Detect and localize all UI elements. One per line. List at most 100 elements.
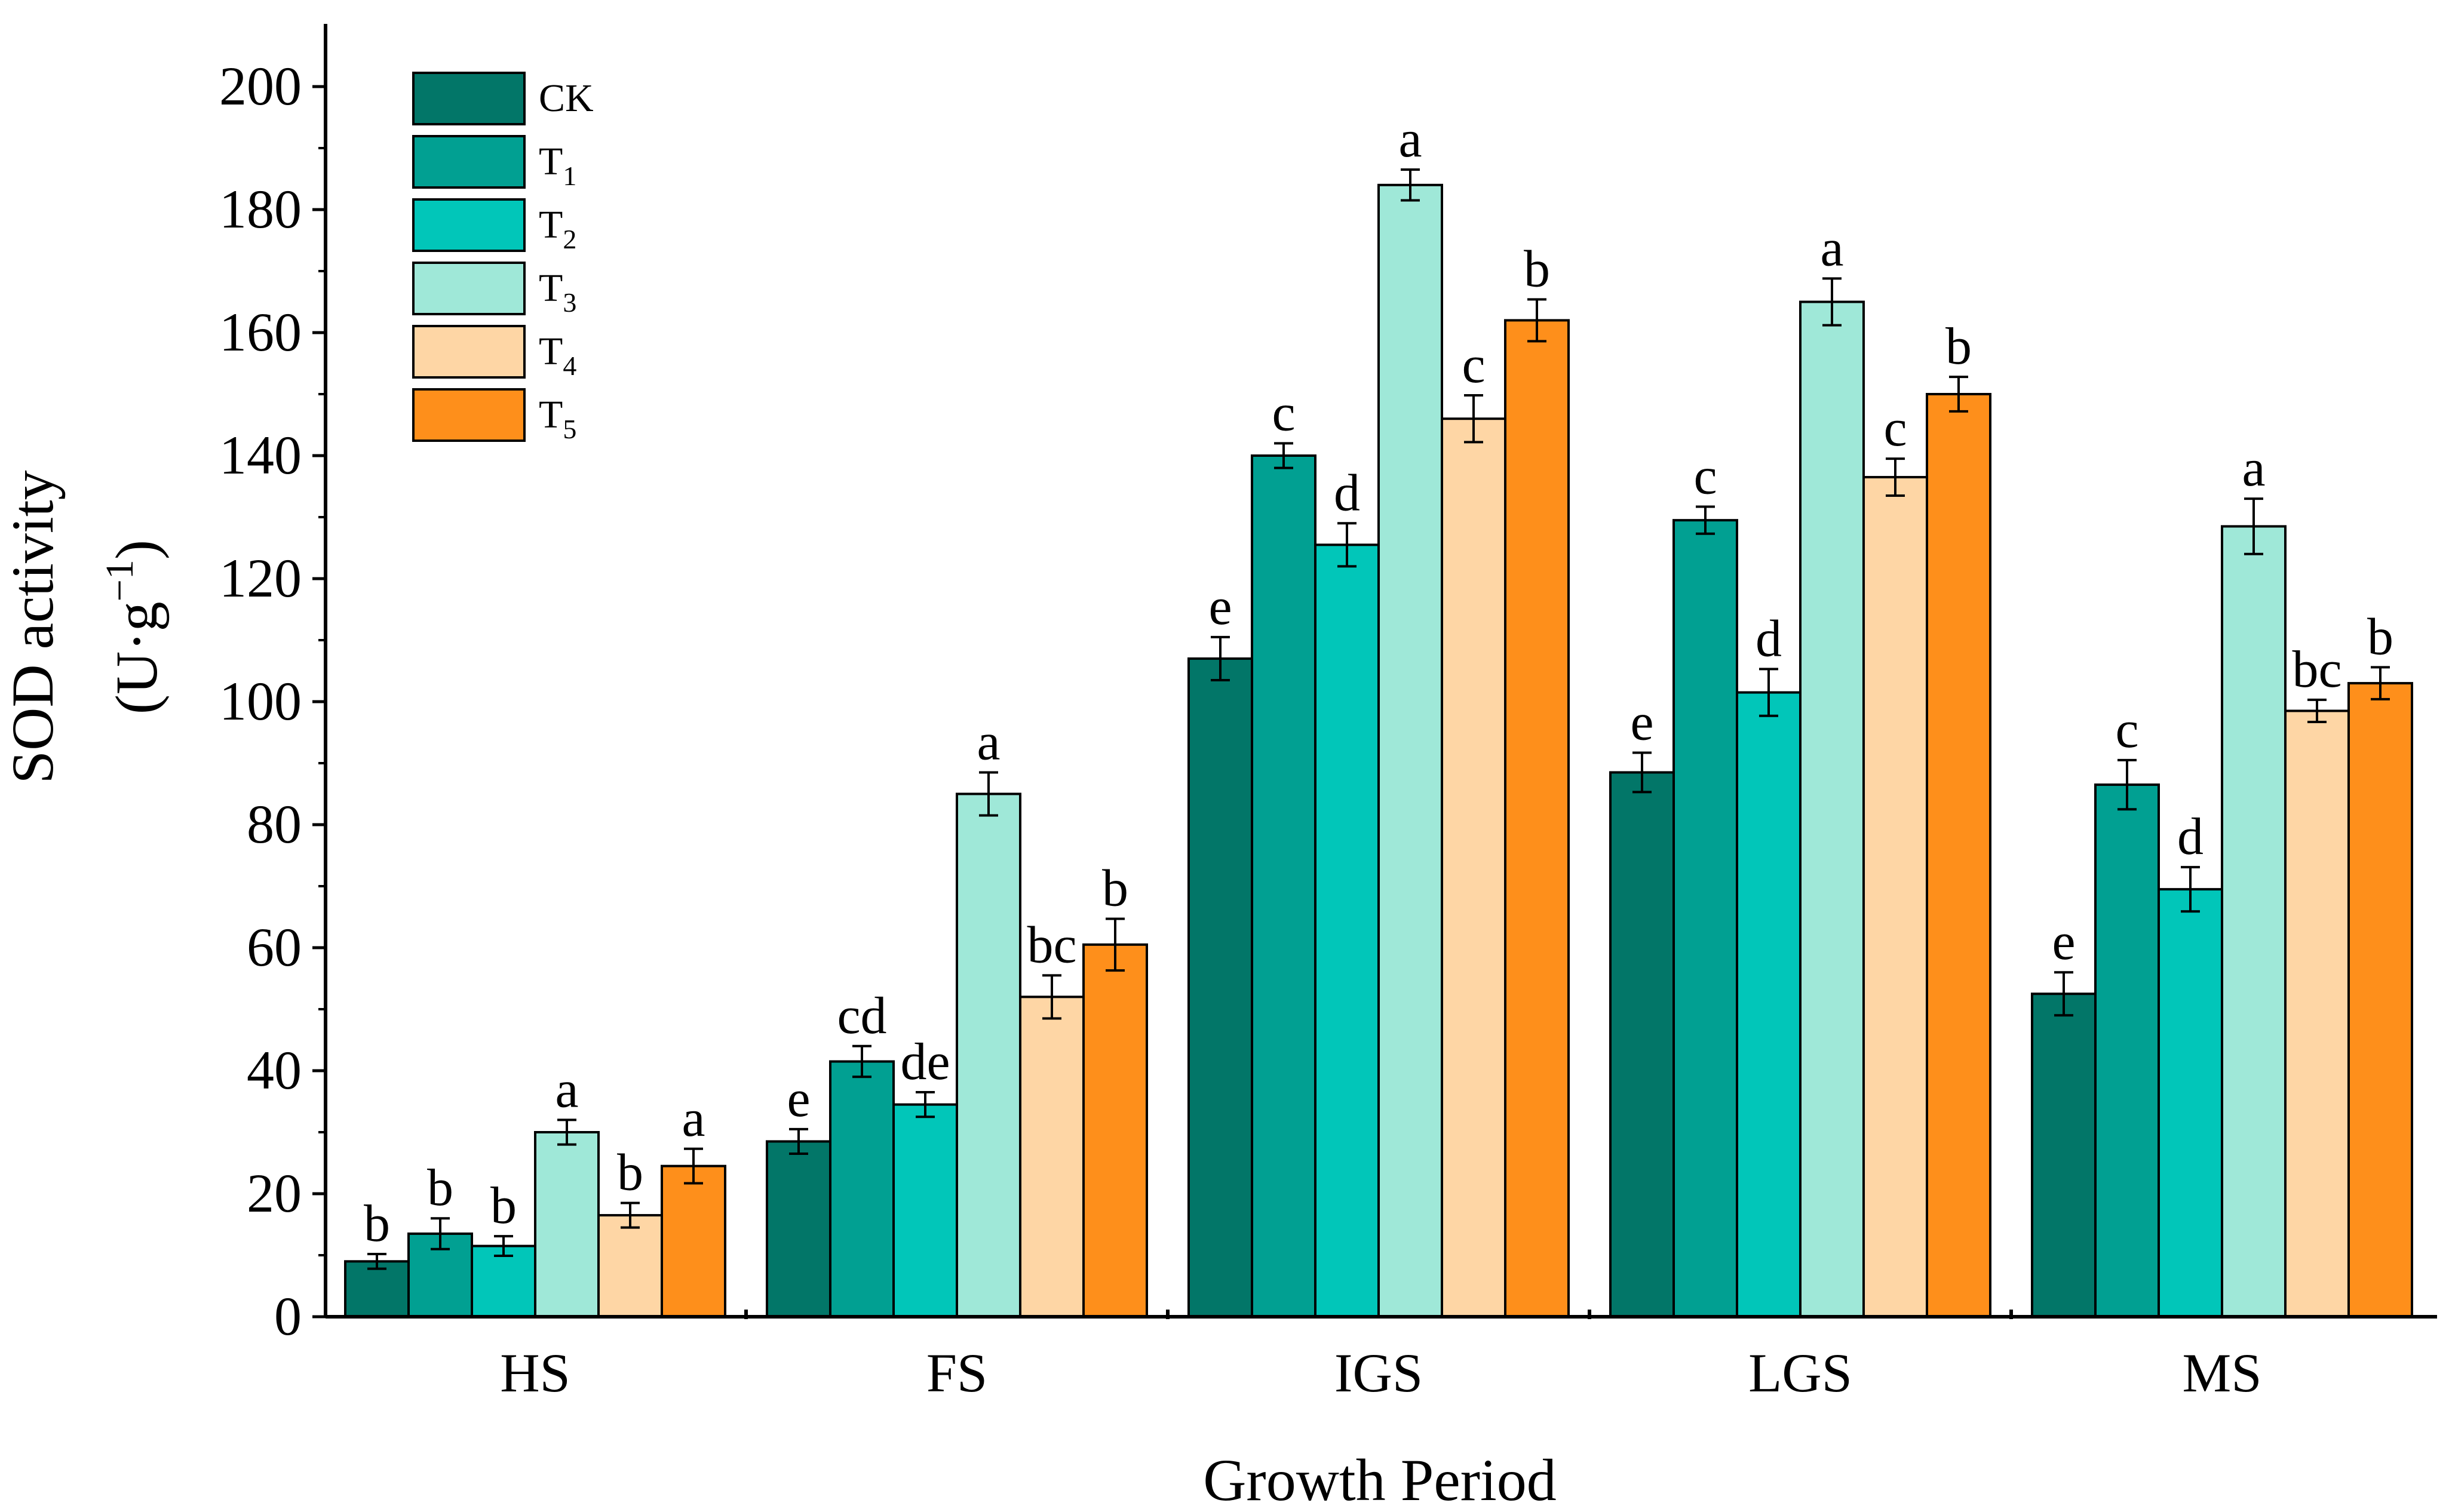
sig-letter-IGS-T3: a: [1398, 110, 1422, 168]
legend-item-T4: T4: [412, 325, 576, 381]
error-bar-LGS-CK: [1632, 751, 1652, 794]
error-bar-HS-T2: [494, 1235, 513, 1258]
y-tick-label: 200: [219, 56, 302, 116]
bar-IGS-T4: [1441, 417, 1506, 1319]
sig-letter-FS-T4: bc: [1027, 916, 1076, 974]
bar-HS-T3: [534, 1131, 600, 1318]
sig-letter-FS-T1: cd: [837, 987, 886, 1045]
sig-letter-MS-T4: bc: [2292, 641, 2341, 699]
sig-letter-LGS-T1: c: [1693, 447, 1717, 505]
bar-HS-T5: [661, 1164, 726, 1319]
y-tick-label: 100: [219, 671, 302, 732]
bar-MS-T5: [2347, 682, 2413, 1318]
bar-MS-T2: [2158, 888, 2223, 1318]
bar-MS-T4: [2284, 709, 2350, 1318]
bar-LGS-T5: [1926, 393, 1991, 1318]
legend-swatch-T3: [412, 262, 526, 315]
x-tick-label-FS: FS: [926, 1342, 987, 1403]
sig-letter-LGS-T3: a: [1820, 219, 1843, 277]
sig-letter-LGS-T4: c: [1883, 399, 1907, 457]
error-bar-MS-T5: [2371, 666, 2390, 700]
error-bar-FS-T4: [1042, 974, 1061, 1020]
sig-letter-FS-T3: a: [977, 713, 1000, 771]
y-axis-units-close: ): [103, 540, 170, 560]
y-tick-label: 140: [219, 425, 302, 485]
sig-letter-FS-CK: e: [787, 1070, 810, 1128]
bar-FS-T1: [829, 1060, 895, 1319]
error-bar-FS-CK: [789, 1127, 808, 1155]
legend: CK T1 T2 T3 T4 T5: [412, 72, 594, 444]
error-bar-HS-CK: [367, 1252, 386, 1270]
bar-MS-CK: [2031, 992, 2097, 1318]
error-bar-LGS-T2: [1759, 668, 1778, 717]
sig-letter-IGS-CK: e: [1208, 578, 1232, 636]
y-tick-label: 160: [219, 302, 302, 362]
x-tick-label-MS: MS: [2183, 1342, 2262, 1403]
sig-letter-LGS-CK: e: [1630, 693, 1653, 751]
x-tick-label-HS: HS: [500, 1342, 570, 1403]
y-axis-units-base: (U·g: [103, 601, 170, 714]
legend-swatch-T1: [412, 135, 526, 189]
y-axis-units: (U·g−1): [98, 540, 170, 714]
legend-item-CK: CK: [412, 72, 594, 125]
error-bar-HS-T1: [431, 1217, 450, 1250]
bar-LGS-T1: [1672, 519, 1738, 1318]
legend-swatch-CK: [412, 72, 526, 125]
y-tick-label: 20: [247, 1163, 302, 1224]
sig-letter-FS-T2: de: [900, 1033, 950, 1091]
error-bar-IGS-T2: [1337, 522, 1357, 568]
bar-IGS-T2: [1314, 543, 1380, 1318]
sig-letter-MS-T2: d: [2177, 808, 2204, 866]
bar-FS-T5: [1082, 943, 1148, 1318]
legend-label-T4: T4: [539, 330, 576, 381]
sig-letter-HS-T4: b: [617, 1144, 643, 1201]
sig-letter-MS-CK: e: [2052, 913, 2075, 971]
sig-letter-IGS-T1: c: [1272, 384, 1295, 442]
sig-letter-HS-T3: a: [555, 1061, 578, 1118]
sig-letter-IGS-T4: c: [1462, 336, 1485, 394]
error-bar-HS-T3: [557, 1118, 576, 1146]
x-axis-title: Growth Period: [1203, 1447, 1557, 1512]
bar-LGS-T2: [1736, 691, 1802, 1318]
error-bar-LGS-T3: [1822, 277, 1842, 327]
bar-FS-CK: [766, 1140, 831, 1318]
sig-letter-MS-T5: b: [2367, 608, 2393, 666]
bar-MS-T1: [2094, 783, 2160, 1319]
legend-label-T2: T2: [539, 203, 576, 254]
bar-IGS-T1: [1251, 454, 1316, 1318]
bar-FS-T4: [1019, 995, 1085, 1318]
legend-swatch-T4: [412, 325, 526, 379]
y-axis-title: SOD activity: [0, 471, 66, 784]
error-bar-IGS-T1: [1274, 442, 1293, 469]
error-bar-MS-T4: [2307, 698, 2327, 723]
error-bar-IGS-CK: [1211, 635, 1230, 681]
legend-label-T1: T1: [539, 140, 576, 191]
bar-FS-T3: [956, 792, 1021, 1318]
bar-IGS-T3: [1377, 183, 1443, 1318]
y-axis-units-exponent: −1: [98, 560, 142, 601]
error-bar-IGS-T4: [1464, 394, 1483, 444]
sig-letter-FS-T5: b: [1102, 860, 1128, 918]
error-bar-MS-T1: [2117, 758, 2137, 811]
legend-label-CK: CK: [539, 76, 594, 120]
bar-LGS-T3: [1799, 300, 1865, 1318]
error-bar-HS-T5: [684, 1147, 703, 1185]
error-bar-IGS-T3: [1401, 168, 1420, 202]
bar-LGS-CK: [1609, 771, 1675, 1318]
error-bar-FS-T5: [1106, 917, 1125, 972]
y-tick-label: 60: [247, 917, 302, 978]
error-bar-MS-CK: [2054, 971, 2073, 1017]
legend-label-T5: T5: [539, 393, 576, 444]
y-tick-label: 80: [247, 794, 302, 855]
y-tick-label: 180: [219, 179, 302, 239]
error-bar-LGS-T4: [1886, 457, 1905, 497]
legend-item-T1: T1: [412, 135, 576, 191]
error-bar-HS-T4: [621, 1201, 640, 1229]
error-bar-FS-T1: [852, 1044, 871, 1078]
legend-item-T2: T2: [412, 198, 576, 254]
error-bar-LGS-T1: [1696, 505, 1715, 535]
bar-MS-T3: [2221, 525, 2287, 1319]
sig-letter-HS-T2: b: [490, 1177, 517, 1235]
error-bar-FS-T2: [916, 1091, 935, 1118]
